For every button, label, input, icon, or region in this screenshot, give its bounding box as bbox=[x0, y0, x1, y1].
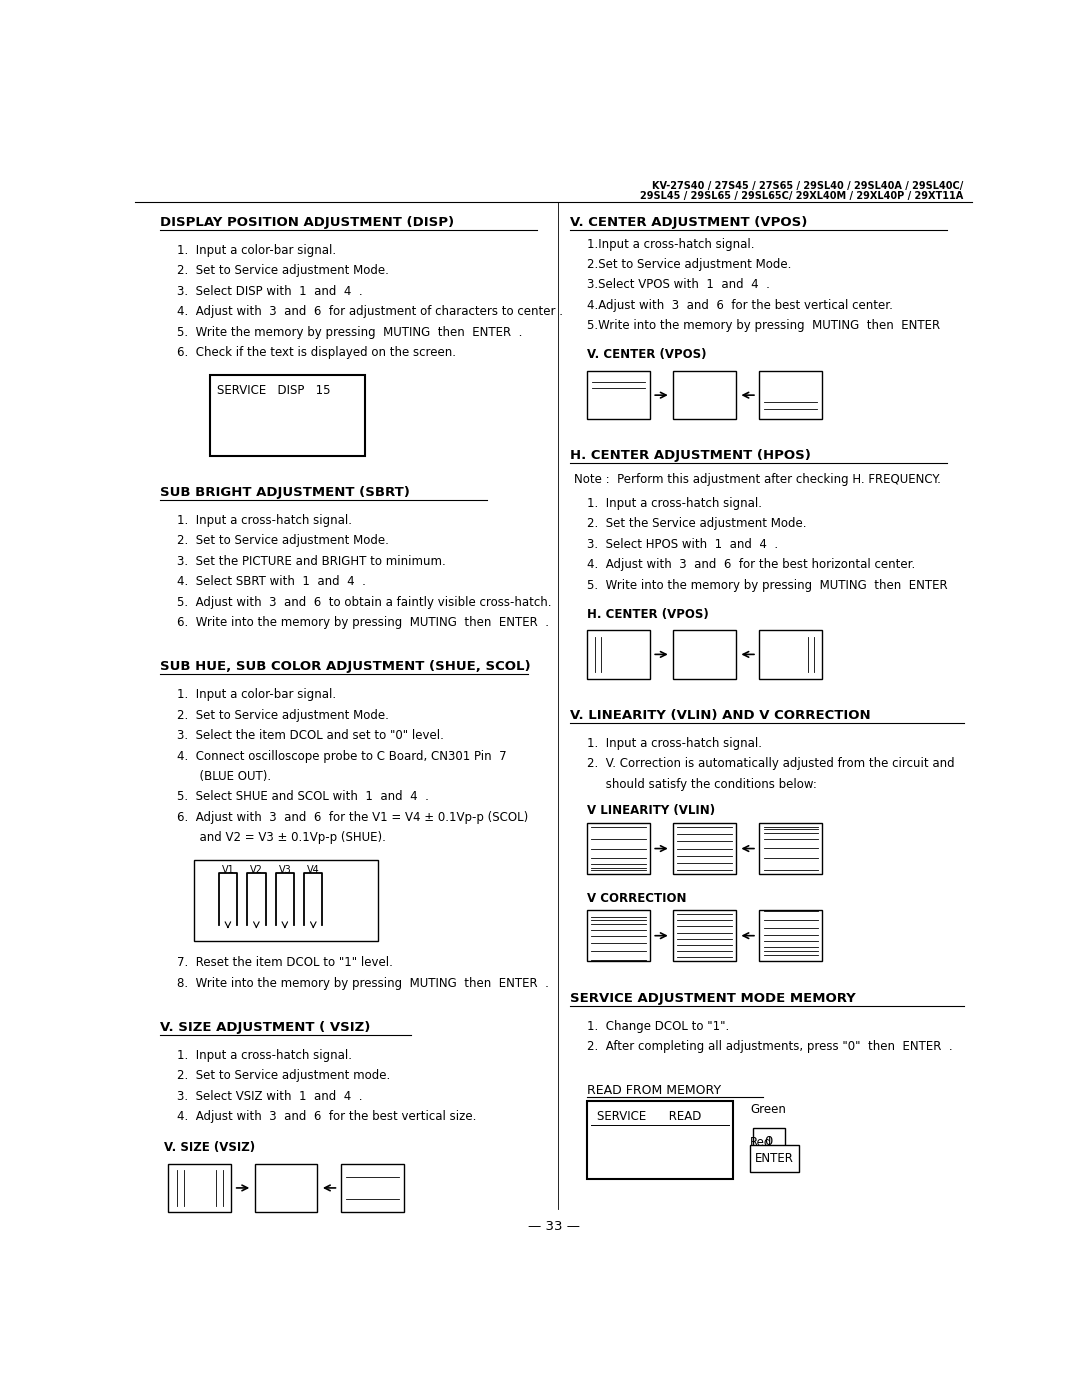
Text: Note :  Perform this adjustment after checking H. FREQUENCY.: Note : Perform this adjustment after che… bbox=[575, 474, 942, 486]
Text: 3.  Select VSIZ with  1  and  4  .: 3. Select VSIZ with 1 and 4 . bbox=[177, 1090, 363, 1102]
Text: 2.  Set to Service adjustment Mode.: 2. Set to Service adjustment Mode. bbox=[177, 264, 389, 278]
Text: V2: V2 bbox=[249, 865, 262, 875]
Bar bbox=[753, 1129, 784, 1155]
Text: 5.Write into the memory by pressing  MUTING  then  ENTER: 5.Write into the memory by pressing MUTI… bbox=[588, 320, 940, 332]
Text: ENTER: ENTER bbox=[755, 1153, 794, 1165]
Bar bbox=[193, 861, 378, 942]
Text: 4.  Connect oscilloscope probe to C Board, CN301 Pin  7: 4. Connect oscilloscope probe to C Board… bbox=[177, 750, 507, 763]
Text: 1.  Input a color-bar signal.: 1. Input a color-bar signal. bbox=[177, 689, 336, 701]
Text: 5.  Adjust with  3  and  6  to obtain a faintly visible cross-hatch.: 5. Adjust with 3 and 6 to obtain a faint… bbox=[177, 595, 552, 609]
Bar bbox=[588, 909, 650, 961]
Text: 3.  Select DISP with  1  and  4  .: 3. Select DISP with 1 and 4 . bbox=[177, 285, 363, 298]
Text: V. CENTER ADJUSTMENT (VPOS): V. CENTER ADJUSTMENT (VPOS) bbox=[570, 217, 808, 229]
Text: DISPLAY POSITION ADJUSTMENT (DISP): DISPLAY POSITION ADJUSTMENT (DISP) bbox=[160, 217, 455, 229]
Text: — 33 —: — 33 — bbox=[527, 1220, 580, 1232]
Text: V. SIZE ADJUSTMENT ( VSIZ): V. SIZE ADJUSTMENT ( VSIZ) bbox=[160, 1021, 370, 1034]
Text: 6.  Check if the text is displayed on the screen.: 6. Check if the text is displayed on the… bbox=[177, 346, 456, 359]
Text: 6.  Adjust with  3  and  6  for the V1 = V4 ± 0.1Vp-p (SCOL): 6. Adjust with 3 and 6 for the V1 = V4 ±… bbox=[177, 810, 528, 824]
Text: 1.  Input a cross-hatch signal.: 1. Input a cross-hatch signal. bbox=[177, 1049, 352, 1062]
Bar bbox=[341, 1164, 404, 1213]
Bar bbox=[673, 909, 735, 961]
Text: SERVICE      READ: SERVICE READ bbox=[597, 1111, 701, 1123]
Text: H. CENTER ADJUSTMENT (HPOS): H. CENTER ADJUSTMENT (HPOS) bbox=[570, 450, 811, 462]
Bar bbox=[759, 909, 822, 961]
Text: V. LINEARITY (VLIN) AND V CORRECTION: V. LINEARITY (VLIN) AND V CORRECTION bbox=[570, 708, 870, 722]
Text: 4.  Select SBRT with  1  and  4  .: 4. Select SBRT with 1 and 4 . bbox=[177, 576, 366, 588]
Text: 1.  Input a cross-hatch signal.: 1. Input a cross-hatch signal. bbox=[588, 736, 762, 750]
Text: 2.  Set to Service adjustment Mode.: 2. Set to Service adjustment Mode. bbox=[177, 708, 389, 722]
Text: V1: V1 bbox=[221, 865, 234, 875]
Text: READ FROM MEMORY: READ FROM MEMORY bbox=[588, 1084, 721, 1097]
Text: 5.  Select SHUE and SCOL with  1  and  4  .: 5. Select SHUE and SCOL with 1 and 4 . bbox=[177, 791, 429, 803]
Text: Red: Red bbox=[751, 1136, 772, 1148]
Text: V CORRECTION: V CORRECTION bbox=[588, 891, 687, 905]
Text: H. CENTER (VPOS): H. CENTER (VPOS) bbox=[588, 608, 708, 620]
Text: 2.Set to Service adjustment Mode.: 2.Set to Service adjustment Mode. bbox=[588, 258, 792, 271]
Bar bbox=[673, 823, 735, 875]
Text: (BLUE OUT).: (BLUE OUT). bbox=[177, 770, 271, 784]
Text: 2.  Set to Service adjustment mode.: 2. Set to Service adjustment mode. bbox=[177, 1069, 390, 1083]
Text: 1.  Input a cross-hatch signal.: 1. Input a cross-hatch signal. bbox=[177, 514, 352, 527]
Text: 4.  Adjust with  3  and  6  for adjustment of characters to center .: 4. Adjust with 3 and 6 for adjustment of… bbox=[177, 306, 563, 319]
Text: 4.Adjust with  3  and  6  for the best vertical center.: 4.Adjust with 3 and 6 for the best verti… bbox=[588, 299, 893, 312]
Text: 7.  Reset the item DCOL to "1" level.: 7. Reset the item DCOL to "1" level. bbox=[177, 956, 393, 970]
Text: 4.  Adjust with  3  and  6  for the best horizontal center.: 4. Adjust with 3 and 6 for the best hori… bbox=[588, 559, 915, 571]
Text: SERVICE   DISP   15: SERVICE DISP 15 bbox=[217, 384, 330, 397]
Bar bbox=[751, 1146, 799, 1172]
Text: 1.  Change DCOL to "1".: 1. Change DCOL to "1". bbox=[588, 1020, 729, 1032]
Bar bbox=[759, 372, 822, 419]
Text: KV-27S40 / 27S45 / 27S65 / 29SL40 / 29SL40A / 29SL40C/: KV-27S40 / 27S45 / 27S65 / 29SL40 / 29SL… bbox=[652, 182, 963, 191]
Bar bbox=[168, 1164, 231, 1213]
Text: 3.Select VPOS with  1  and  4  .: 3.Select VPOS with 1 and 4 . bbox=[588, 278, 770, 292]
Text: 5.  Write the memory by pressing  MUTING  then  ENTER  .: 5. Write the memory by pressing MUTING t… bbox=[177, 326, 523, 338]
Text: SERVICE ADJUSTMENT MODE MEMORY: SERVICE ADJUSTMENT MODE MEMORY bbox=[570, 992, 856, 1004]
Text: SUB HUE, SUB COLOR ADJUSTMENT (SHUE, SCOL): SUB HUE, SUB COLOR ADJUSTMENT (SHUE, SCO… bbox=[160, 661, 530, 673]
Text: 3.  Set the PICTURE and BRIGHT to minimum.: 3. Set the PICTURE and BRIGHT to minimum… bbox=[177, 555, 446, 569]
Bar bbox=[759, 630, 822, 679]
Text: 29SL45 / 29SL65 / 29SL65C/ 29XL40M / 29XL40P / 29XT11A: 29SL45 / 29SL65 / 29SL65C/ 29XL40M / 29X… bbox=[640, 191, 963, 201]
Bar bbox=[211, 376, 365, 455]
Text: V LINEARITY (VLIN): V LINEARITY (VLIN) bbox=[588, 805, 715, 817]
Text: 6.  Write into the memory by pressing  MUTING  then  ENTER  .: 6. Write into the memory by pressing MUT… bbox=[177, 616, 549, 629]
Text: 2.  Set the Service adjustment Mode.: 2. Set the Service adjustment Mode. bbox=[588, 517, 807, 531]
Text: V4: V4 bbox=[307, 865, 320, 875]
Text: Green: Green bbox=[751, 1104, 786, 1116]
Bar bbox=[588, 372, 650, 419]
Bar bbox=[255, 1164, 318, 1213]
Text: 2.  Set to Service adjustment Mode.: 2. Set to Service adjustment Mode. bbox=[177, 535, 389, 548]
Bar bbox=[588, 823, 650, 875]
Text: and V2 = V3 ± 0.1Vp-p (SHUE).: and V2 = V3 ± 0.1Vp-p (SHUE). bbox=[177, 831, 386, 844]
Text: 4.  Adjust with  3  and  6  for the best vertical size.: 4. Adjust with 3 and 6 for the best vert… bbox=[177, 1111, 476, 1123]
Bar bbox=[673, 372, 735, 419]
Text: V3: V3 bbox=[279, 865, 292, 875]
Text: 2.  V. Correction is automatically adjusted from the circuit and: 2. V. Correction is automatically adjust… bbox=[588, 757, 955, 770]
Bar bbox=[673, 630, 735, 679]
Bar bbox=[588, 630, 650, 679]
Text: SUB BRIGHT ADJUSTMENT (SBRT): SUB BRIGHT ADJUSTMENT (SBRT) bbox=[160, 486, 410, 499]
Text: 1.Input a cross-hatch signal.: 1.Input a cross-hatch signal. bbox=[588, 237, 755, 250]
Bar bbox=[759, 823, 822, 875]
Text: V. CENTER (VPOS): V. CENTER (VPOS) bbox=[588, 348, 706, 362]
Text: V. SIZE (VSIZ): V. SIZE (VSIZ) bbox=[164, 1141, 255, 1154]
Text: 2.  After completing all adjustments, press "0"  then  ENTER  .: 2. After completing all adjustments, pre… bbox=[588, 1039, 953, 1053]
Text: should satisfy the conditions below:: should satisfy the conditions below: bbox=[588, 778, 816, 791]
Text: 3.  Select HPOS with  1  and  4  .: 3. Select HPOS with 1 and 4 . bbox=[588, 538, 778, 550]
Text: 1.  Input a color-bar signal.: 1. Input a color-bar signal. bbox=[177, 244, 336, 257]
Bar bbox=[588, 1101, 733, 1179]
Text: 3.  Select the item DCOL and set to "0" level.: 3. Select the item DCOL and set to "0" l… bbox=[177, 729, 444, 742]
Text: 0: 0 bbox=[765, 1136, 773, 1148]
Text: 1.  Input a cross-hatch signal.: 1. Input a cross-hatch signal. bbox=[588, 497, 762, 510]
Text: 8.  Write into the memory by pressing  MUTING  then  ENTER  .: 8. Write into the memory by pressing MUT… bbox=[177, 977, 549, 989]
Text: 5.  Write into the memory by pressing  MUTING  then  ENTER: 5. Write into the memory by pressing MUT… bbox=[588, 578, 947, 591]
